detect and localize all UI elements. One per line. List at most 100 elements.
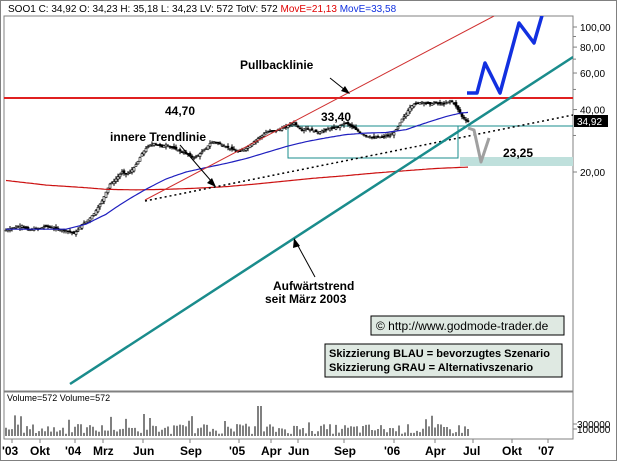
volume-bars (5, 406, 469, 436)
candle-body (150, 143, 154, 146)
candle-body (428, 101, 432, 105)
candle-body (4, 229, 8, 232)
candle-body (400, 118, 404, 123)
pullback-arrowhead (341, 86, 350, 94)
candle-body (296, 125, 300, 128)
candle-body (230, 146, 234, 150)
candle-body (282, 127, 286, 129)
candle-body (158, 144, 162, 147)
candle-body (208, 143, 212, 147)
candle-body (216, 142, 220, 144)
candle-body (68, 230, 72, 233)
candle-body (364, 134, 368, 137)
candle-body (196, 155, 200, 157)
x-tick-label: Apr (425, 444, 446, 458)
candle-body (294, 122, 298, 126)
candle-body (110, 182, 114, 185)
candle-body (164, 144, 168, 148)
candle-body (74, 231, 78, 235)
candle-body (124, 172, 128, 175)
uptrend-line (69, 55, 573, 386)
candle-body (156, 144, 160, 146)
y-tick-label: 100,00 (580, 23, 611, 34)
candle-body (86, 219, 90, 223)
candle-body (106, 187, 110, 193)
candle-body (12, 227, 16, 229)
candle-body (66, 230, 70, 233)
last-price-marker (574, 115, 608, 127)
x-tick-label: Sep (180, 444, 202, 458)
candle-body (182, 152, 186, 155)
candle-body (94, 210, 98, 215)
candle-body (200, 151, 204, 154)
candle-body (440, 103, 444, 106)
candle-body (214, 141, 218, 144)
candle-body (144, 148, 148, 153)
candle-body (222, 145, 226, 148)
scenario-legend-box (324, 343, 563, 378)
candle-body (466, 120, 470, 122)
candle-body (100, 200, 104, 204)
candle-body (464, 119, 468, 121)
candle-body (430, 103, 434, 106)
candle-body (76, 229, 80, 232)
candle-body (354, 127, 358, 130)
candle-body (434, 101, 438, 104)
candle-body (446, 101, 450, 104)
candle-body (180, 151, 184, 153)
candle-body (126, 172, 130, 175)
candle-body (48, 226, 52, 228)
candle-body (162, 145, 166, 148)
label-3340: 33,40 (321, 110, 351, 124)
candle-body (456, 105, 460, 110)
candle-body (78, 226, 82, 230)
candle-body (120, 171, 124, 174)
candle-body (112, 181, 116, 185)
candle-body (242, 148, 246, 152)
candle-body (70, 231, 74, 234)
candle-body (392, 132, 396, 136)
x-tick-label: Sep (334, 444, 356, 458)
candle-body (320, 130, 324, 134)
uptrend-arrowhead (293, 238, 300, 248)
candle-body (322, 130, 326, 132)
candle-body (192, 157, 196, 159)
header-text: SOO1 C: 34,92 O: 34,23 H: 35,18 L: 34,23… (8, 4, 397, 15)
candle-body (328, 127, 332, 131)
candle-body (410, 105, 414, 109)
candle-body (218, 142, 222, 145)
candle-body (450, 100, 454, 103)
scenario-legend-blue: Skizzierung BLAU = bevorzugtes Szenario (329, 348, 550, 360)
candle-body (396, 126, 400, 130)
x-tick-label: Okt (30, 444, 50, 458)
pullback-line (144, 16, 495, 201)
label-pullbacklinie: Pullbacklinie (240, 58, 314, 72)
plot-area (4, 16, 573, 386)
candle-body (240, 149, 244, 152)
pullback-arrow (329, 77, 346, 91)
candle-body (114, 178, 118, 182)
inner-trend-arrow (179, 144, 213, 183)
candle-body (176, 149, 180, 152)
candle-body (148, 144, 152, 147)
x-axis: '03 Okt '04 Mrz Jun Sep '05 Apr Jun Sep '06 Apr Jul O… (2, 439, 555, 458)
x-tick-label: '04 (65, 444, 82, 458)
x-tick-label: Jun (288, 444, 309, 458)
copyright-text: © http://www.godmode-trader.de (376, 319, 549, 333)
candle-body (224, 146, 228, 148)
label-4470: 44,70 (165, 104, 195, 118)
y-tick-label: 60,00 (580, 69, 605, 80)
candle-body (206, 145, 210, 150)
y-axis: 100,00 80,00 60,00 40,00 20,00 (573, 23, 611, 179)
last-price-label: 34,92 (577, 117, 602, 128)
candle-body (168, 145, 172, 148)
candle-body (314, 129, 318, 133)
x-tick-label: Apr (261, 444, 282, 458)
candle-body (82, 222, 86, 225)
candle-body (262, 133, 266, 137)
candle-body (244, 148, 248, 151)
candle-body (128, 171, 132, 174)
